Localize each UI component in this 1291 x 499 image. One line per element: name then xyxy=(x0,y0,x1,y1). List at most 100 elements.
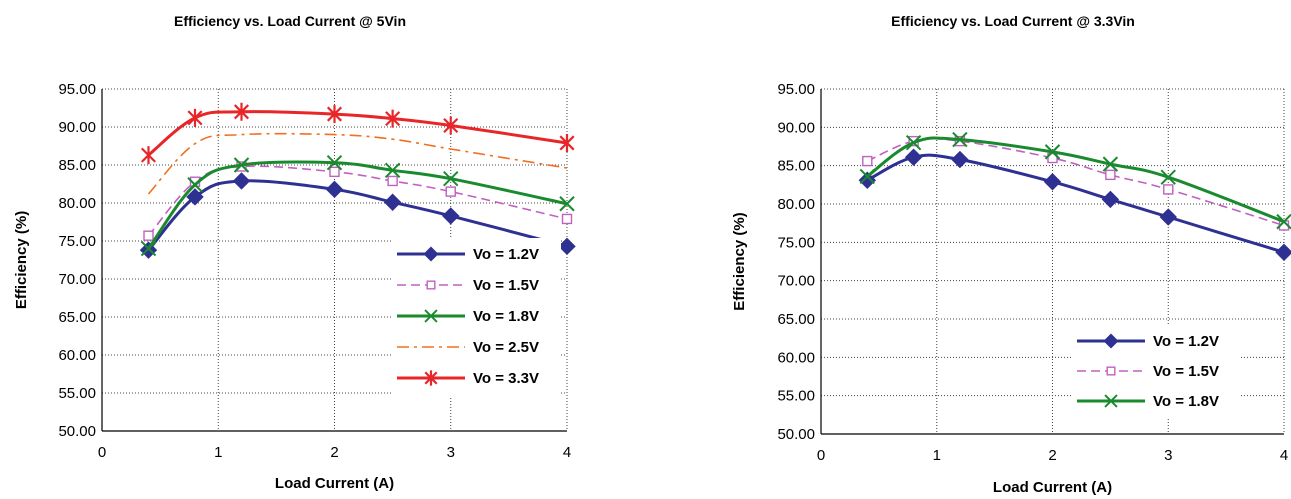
data-point xyxy=(326,105,343,124)
data-point xyxy=(383,193,402,211)
y-tick-label: 75.00 xyxy=(58,233,96,250)
chart-title: Efficiency vs. Load Current @ 3.3Vin xyxy=(891,13,1135,29)
data-point xyxy=(143,230,154,241)
series-vo-1-8v xyxy=(140,155,575,257)
x-tick-label: 2 xyxy=(330,444,338,461)
legend-marker xyxy=(1104,394,1118,408)
data-point xyxy=(326,155,343,171)
data-point xyxy=(859,168,876,185)
x-axis-title: Load Current (A) xyxy=(993,479,1112,496)
y-tick-label: 70.00 xyxy=(777,273,815,290)
x-tick-label: 1 xyxy=(933,447,941,464)
legend-label: Vo = 2.5V xyxy=(473,339,539,356)
y-tick-label: 60.00 xyxy=(58,347,96,364)
legend: Vo = 1.2V Vo = 1.5V Vo = 1.8V Vo = 2.5V Vo =… xyxy=(393,238,561,397)
y-tick-label: 90.00 xyxy=(58,119,96,136)
data-point xyxy=(187,108,203,127)
data-point xyxy=(1275,243,1291,262)
legend-label: Vo = 1.2V xyxy=(473,246,539,263)
data-point xyxy=(1047,152,1058,164)
y-tick-label: 75.00 xyxy=(777,234,815,251)
x-axis-title: Load Current (A) xyxy=(275,475,394,492)
y-tick-label: 95.00 xyxy=(58,81,96,98)
x-tick-label: 3 xyxy=(447,444,455,461)
y-tick-label: 90.00 xyxy=(777,119,815,136)
y-tick-label: 70.00 xyxy=(58,271,96,288)
series-vo-3-3v xyxy=(140,102,575,165)
y-tick-label: 50.00 xyxy=(777,426,815,443)
legend-marker xyxy=(423,246,439,262)
data-point xyxy=(233,102,250,121)
data-point xyxy=(904,148,923,166)
y-tick-label: 80.00 xyxy=(58,195,96,212)
legend-label: Vo = 1.5V xyxy=(1153,363,1219,380)
x-tick-label: 2 xyxy=(1048,447,1056,464)
y-tick-label: 50.00 xyxy=(58,423,96,440)
x-tick-label: 0 xyxy=(98,444,106,461)
legend-marker xyxy=(424,370,438,386)
data-point xyxy=(329,166,340,178)
data-point xyxy=(140,146,157,165)
y-tick-label: 55.00 xyxy=(777,388,815,405)
data-point xyxy=(385,109,401,128)
chart-1: Efficiency vs. Load Current @ 5Vin 50.00 5… xyxy=(13,13,576,492)
legend-marker xyxy=(1106,366,1116,376)
legend-marker xyxy=(1103,333,1119,349)
data-point xyxy=(140,240,157,257)
data-point xyxy=(187,177,203,193)
y-tick-label: 65.00 xyxy=(58,309,96,326)
series-vo-1-8v xyxy=(859,131,1291,230)
data-point xyxy=(139,241,158,259)
data-point xyxy=(1276,213,1291,230)
data-point xyxy=(186,188,204,206)
series-vo-1-5v xyxy=(143,161,573,241)
y-axis-title: Efficiency (%) xyxy=(13,211,30,309)
series-vo-1-5v xyxy=(862,135,1290,231)
legend-label: Vo = 1.8V xyxy=(473,308,539,325)
legend-marker xyxy=(426,280,436,290)
data-point xyxy=(232,172,251,190)
series-vo-2-5v xyxy=(147,132,568,195)
x-tick-label: 0 xyxy=(817,447,825,464)
data-point xyxy=(442,207,460,225)
data-point xyxy=(905,134,922,151)
data-point xyxy=(1044,144,1061,160)
y-tick-label: 85.00 xyxy=(777,158,815,175)
y-tick-label: 65.00 xyxy=(777,311,815,328)
legend: Vo = 1.2V Vo = 1.5V Vo = 1.8V xyxy=(1073,325,1241,419)
data-point xyxy=(1102,156,1119,172)
series-vo-1-2v xyxy=(139,172,576,259)
legend-label: Vo = 1.5V xyxy=(473,277,539,294)
data-point xyxy=(1043,173,1062,191)
y-tick-label: 80.00 xyxy=(777,196,815,213)
x-tick-label: 3 xyxy=(1164,447,1172,464)
chart-title: Efficiency vs. Load Current @ 5Vin xyxy=(174,13,406,29)
data-point xyxy=(558,237,576,256)
series-vo-1-2v xyxy=(858,148,1291,262)
legend-label: Vo = 3.3V xyxy=(473,370,539,387)
data-point xyxy=(559,196,575,212)
y-tick-label: 85.00 xyxy=(58,157,96,174)
data-point xyxy=(1105,169,1116,181)
x-tick-label: 4 xyxy=(1280,447,1288,464)
data-point xyxy=(1159,208,1177,226)
x-tick-label: 4 xyxy=(563,444,571,461)
data-point xyxy=(443,170,459,187)
data-point xyxy=(384,162,401,179)
data-point xyxy=(1101,190,1120,209)
series-line xyxy=(866,137,1285,227)
data-point xyxy=(1160,169,1176,185)
data-point xyxy=(325,180,344,199)
series-line xyxy=(147,110,568,157)
data-point xyxy=(1163,184,1174,195)
x-tick-label: 1 xyxy=(214,444,222,461)
legend-label: Vo = 1.8V xyxy=(1153,393,1219,410)
data-point xyxy=(387,175,398,187)
data-point xyxy=(233,157,250,173)
data-point xyxy=(952,131,968,148)
y-axis-title: Efficiency (%) xyxy=(731,212,748,310)
series-line xyxy=(147,132,568,195)
data-point xyxy=(559,133,575,152)
data-point xyxy=(443,116,459,135)
